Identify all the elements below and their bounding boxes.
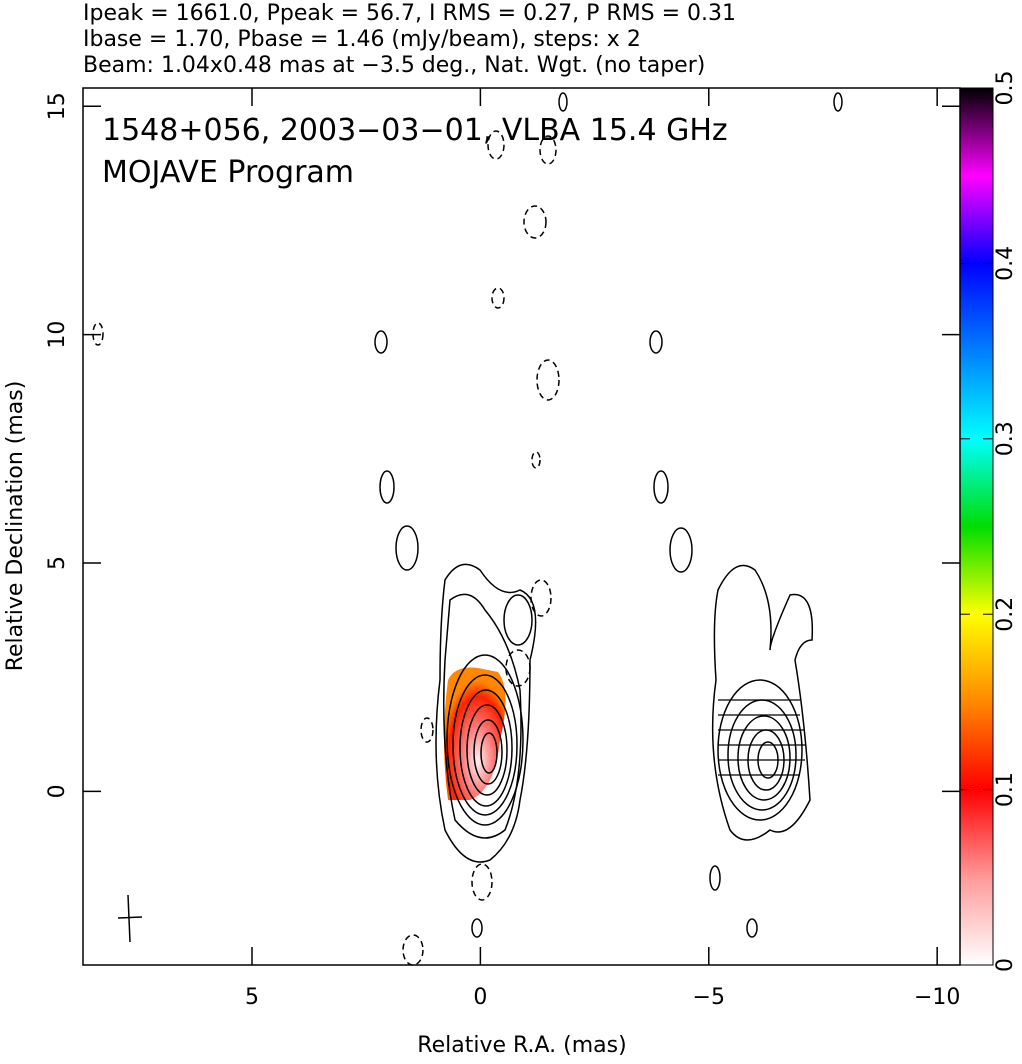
x-tick-label: 5	[245, 985, 259, 1010]
colorbar-tick-label: 0.3	[993, 421, 1018, 456]
y-tick-label: 5	[45, 556, 70, 570]
annotation: 1548+056, 2003−03−01, VLBA 15.4 GHz	[102, 113, 728, 148]
colorbar-tick-label: 0.1	[993, 772, 1018, 807]
header-line: Ibase = 1.70, Pbase = 1.46 (mJy/beam), s…	[83, 27, 641, 52]
colorbar-tick-label: 0.4	[993, 246, 1018, 281]
y-tick-label: 10	[45, 321, 70, 349]
annotation: MOJAVE Program	[102, 155, 354, 190]
contour-map	[92, 92, 843, 966]
y-axis-label: Relative Declination (mas)	[3, 381, 28, 672]
colorbar-tick-label: 0.5	[993, 71, 1018, 106]
x-tick-label: −10	[914, 985, 960, 1010]
x-tick-label: 0	[473, 985, 487, 1010]
colorbar	[959, 87, 994, 966]
x-axis-label: Relative R.A. (mas)	[417, 1033, 626, 1058]
header-line: Beam: 1.04x0.48 mas at −3.5 deg., Nat. W…	[83, 53, 705, 78]
y-tick-label: 0	[45, 784, 70, 798]
colorbar-tick-label: 0.2	[993, 597, 1018, 632]
colorbar-tick-label: 0	[993, 958, 1018, 972]
x-tick-label: −5	[693, 985, 725, 1010]
y-tick-label: 15	[45, 92, 70, 120]
header-line: Ipeak = 1661.0, Ppeak = 56.7, I RMS = 0.…	[83, 1, 736, 26]
plot-frame	[82, 87, 961, 966]
